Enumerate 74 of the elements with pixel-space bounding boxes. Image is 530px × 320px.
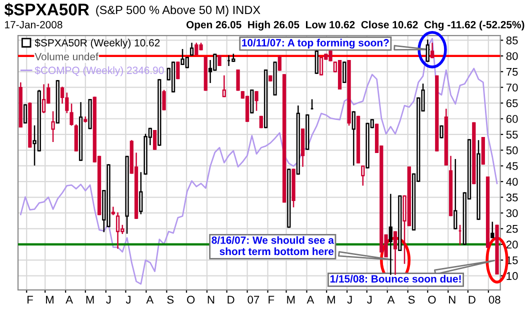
chart-subtitle: (S&P 500 % Above 50 M) INDX — [96, 5, 260, 16]
candlestick — [250, 90, 254, 114]
candlestick — [162, 90, 166, 110]
y-tick-label: 85 — [506, 36, 518, 44]
candlestick — [218, 55, 222, 66]
y-tick-label: 80 — [506, 52, 518, 60]
candlestick — [388, 194, 392, 275]
annotation: 1/15/08: Bounce soon due! — [330, 274, 461, 283]
x-tick-label: A — [306, 296, 314, 304]
x-tick-label: F — [268, 296, 274, 304]
x-tick-label: J — [347, 296, 352, 304]
y-tick-label: 10 — [506, 272, 518, 280]
candlestick — [254, 91, 258, 111]
legend-label: $SPXA50R (Weekly) 10.62 — [34, 38, 160, 49]
x-tick-label: D — [468, 296, 476, 304]
legend-label: $COMPQ (Weekly) 2346.90 — [34, 66, 164, 76]
y-tick-label: 55 — [506, 130, 518, 139]
y-tick-label: 50 — [506, 146, 518, 154]
x-tick-label: 07 — [248, 296, 260, 304]
candlestick — [440, 125, 444, 138]
x-tick-label: S — [408, 296, 415, 304]
y-tick-label: 35 — [506, 194, 518, 202]
x-tick-label: N — [449, 296, 456, 304]
candlestick — [23, 104, 28, 124]
candlestick — [222, 75, 226, 98]
candlestick — [152, 130, 157, 150]
x-tick-label: M — [327, 296, 335, 304]
x-tick-label: O — [187, 296, 195, 304]
x-tick-label: J — [106, 296, 111, 304]
y-tick-label: 20 — [506, 240, 518, 249]
candlestick — [454, 158, 458, 230]
candlestick — [176, 62, 180, 80]
x-tick-label: M — [86, 296, 94, 304]
x-tick-label: D — [228, 296, 234, 304]
candlestick — [342, 62, 346, 83]
annotation: 8/16/07: We should see a short term bottom here — [212, 236, 334, 256]
candlestick — [278, 55, 282, 71]
candlestick — [190, 42, 194, 56]
annotation: 10/11/07: A top forming soon? — [242, 38, 389, 49]
candlestick — [259, 116, 263, 128]
x-tick-label: S — [167, 296, 174, 304]
candlestick — [139, 172, 143, 214]
candlestick — [236, 69, 240, 91]
y-tick-label: 70 — [506, 84, 518, 92]
x-tick-label: F — [28, 296, 33, 304]
y-tick-label: 25 — [506, 224, 518, 233]
x-tick-label: M — [287, 296, 295, 304]
candlestick — [70, 104, 74, 126]
x-tick-label: J — [367, 296, 372, 304]
y-tick-label: 30 — [506, 209, 518, 218]
x-tick-label: J — [126, 296, 130, 304]
y-tick-label: 75 — [506, 68, 518, 76]
candlestick — [116, 212, 120, 249]
x-tick-label: A — [387, 296, 395, 304]
candlestick — [111, 206, 115, 216]
annotation: Volume undef — [34, 52, 98, 60]
line-series — [20, 38, 498, 285]
chart-title: $SPXA50R — [4, 2, 90, 17]
candlestick — [490, 222, 494, 238]
x-tick-label: M — [46, 296, 54, 304]
x-tick-label: 08 — [488, 296, 500, 304]
candlestick — [393, 231, 398, 275]
y-tick-label: 45 — [506, 162, 518, 170]
text: 17-Jan-2008 — [5, 21, 62, 28]
x-tick-label: O — [428, 296, 436, 304]
y-tick-label: 65 — [506, 99, 518, 108]
candlestick — [352, 111, 356, 166]
x-tick-label: A — [66, 296, 73, 304]
text: Open 26.05 High 26.05 Low 10.62 Close 10.62 Chg -11.62 (-52.25%) — [186, 20, 524, 30]
x-tick-label: A — [146, 296, 154, 304]
x-tick-label: N — [208, 296, 214, 304]
y-tick-label: 60 — [506, 115, 518, 123]
y-tick-label: 40 — [506, 178, 518, 186]
candlestick — [430, 42, 434, 58]
